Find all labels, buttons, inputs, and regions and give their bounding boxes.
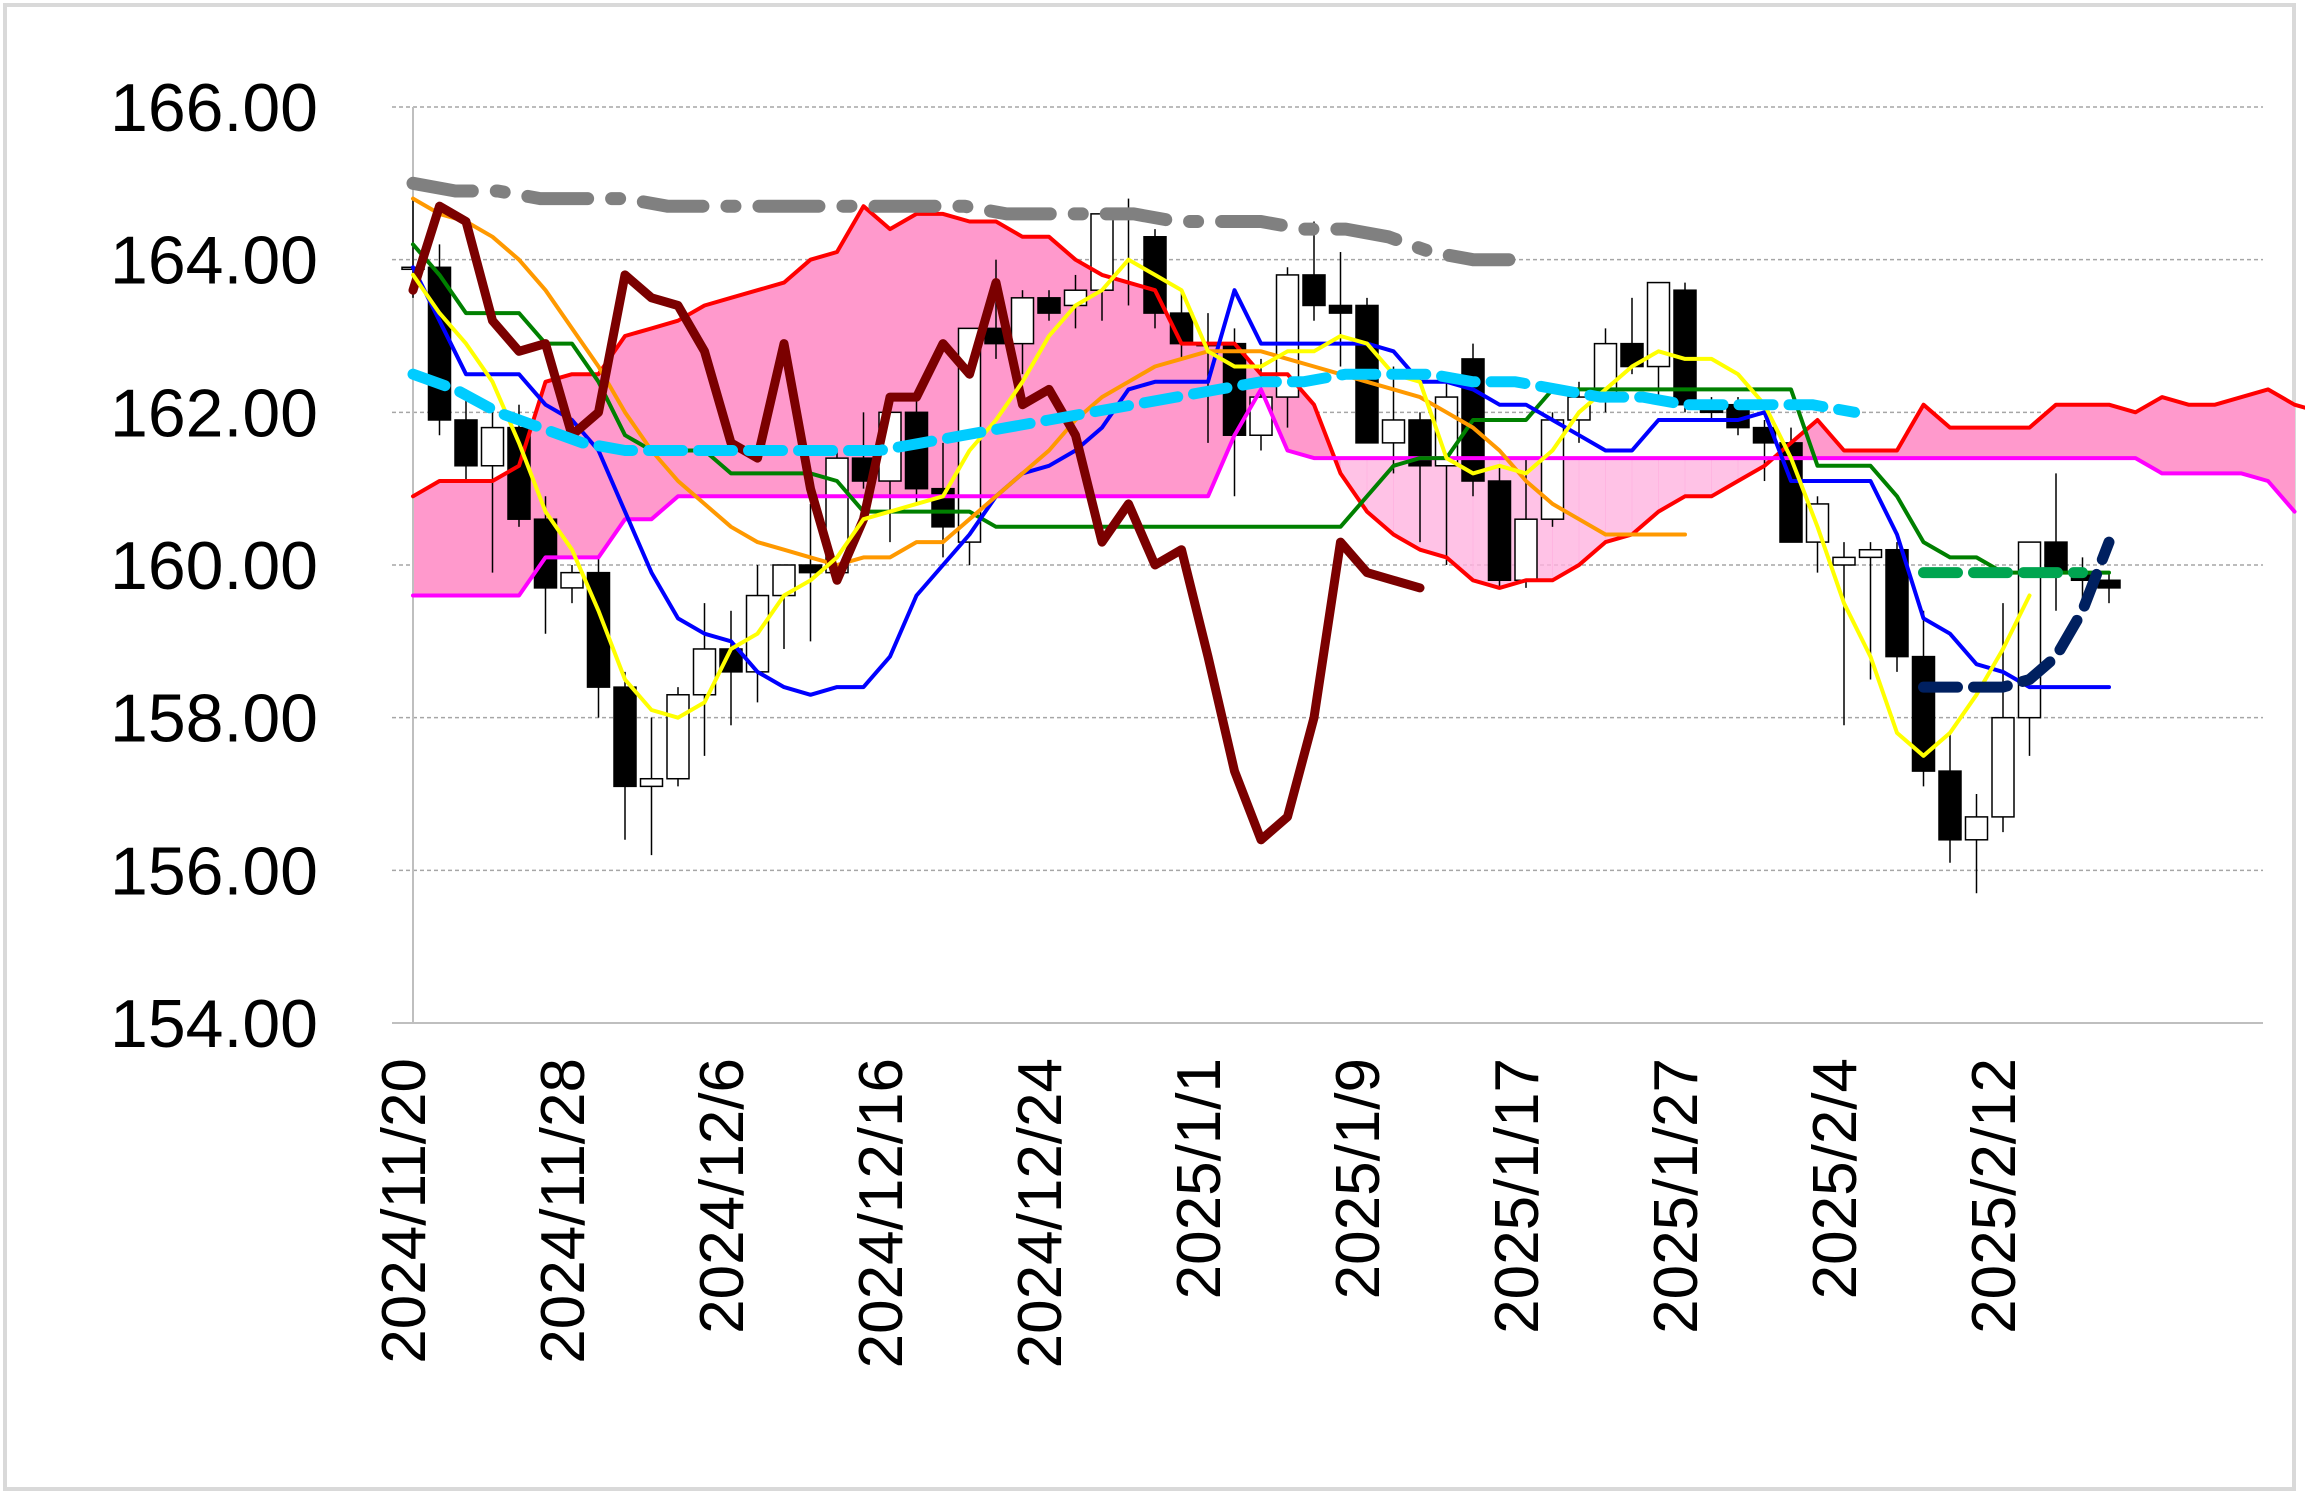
candle-body bbox=[1885, 548, 1909, 658]
y-tick-label: 166.00 bbox=[110, 70, 318, 146]
candle-body bbox=[1567, 396, 1591, 421]
cloud-segment bbox=[2055, 404, 2083, 459]
cloud-segment bbox=[624, 327, 652, 520]
x-tick-label: 2024/11/28 bbox=[529, 1058, 598, 1364]
candle-body bbox=[613, 686, 637, 788]
candle-body bbox=[1328, 304, 1353, 314]
candle-body bbox=[1964, 816, 1989, 841]
candle-body bbox=[454, 419, 478, 467]
candle-body bbox=[1487, 480, 1512, 582]
cloud-segment bbox=[2188, 404, 2216, 474]
cloud-segment bbox=[2002, 427, 2030, 459]
x-tick-label: 2024/11/20 bbox=[370, 1058, 439, 1364]
cloud-segment bbox=[1684, 457, 1712, 497]
cloud-segment bbox=[1022, 236, 1050, 497]
x-tick-label: 2024/12/16 bbox=[847, 1058, 916, 1368]
candle-body bbox=[1991, 716, 2015, 818]
series-line bbox=[408, 201, 1425, 845]
x-tick-label: 2025/1/9 bbox=[1324, 1058, 1393, 1299]
cloud-segment bbox=[465, 480, 493, 597]
candle-body bbox=[1938, 770, 1962, 841]
series-line bbox=[411, 204, 2305, 590]
y-tick-label: 158.00 bbox=[110, 681, 318, 757]
candle-body bbox=[1010, 297, 1035, 345]
cloud-segment bbox=[2082, 404, 2110, 459]
series-line bbox=[411, 196, 1687, 567]
y-tick-label: 164.00 bbox=[110, 223, 318, 299]
cloud-segment bbox=[2214, 396, 2242, 474]
cloud-segment bbox=[2161, 396, 2189, 474]
y-tick-label: 154.00 bbox=[110, 986, 318, 1062]
series-line bbox=[406, 176, 1522, 267]
candle-body bbox=[692, 648, 717, 696]
candle-body bbox=[1514, 518, 1538, 582]
x-tick-label: 2025/1/17 bbox=[1483, 1058, 1552, 1334]
series-line bbox=[411, 265, 2111, 697]
candle-body bbox=[639, 777, 664, 788]
candle-body bbox=[1381, 419, 1406, 444]
candle-body bbox=[1037, 297, 1061, 314]
candle-body bbox=[1646, 281, 1671, 368]
candle-body bbox=[560, 571, 584, 589]
cloud-segment bbox=[1949, 427, 1977, 459]
series-line bbox=[411, 387, 2297, 598]
cloud-segment bbox=[1976, 427, 2004, 459]
x-tick-label: 2024/12/6 bbox=[688, 1058, 757, 1334]
cloud-segment bbox=[439, 480, 467, 597]
candle-body bbox=[480, 426, 505, 467]
candle-body bbox=[427, 266, 452, 421]
x-tick-label: 2025/1/27 bbox=[1642, 1058, 1711, 1334]
cloud-segment bbox=[730, 289, 758, 497]
cloud-segment bbox=[1181, 343, 1209, 497]
candle-body bbox=[1275, 274, 1300, 398]
y-tick-label: 160.00 bbox=[110, 528, 318, 604]
x-tick-label: 2025/1/1 bbox=[1165, 1058, 1234, 1299]
y-tick-label: 156.00 bbox=[110, 833, 318, 909]
x-tick-label: 2025/2/12 bbox=[1960, 1058, 2029, 1334]
candle-body bbox=[1408, 419, 1432, 467]
cloud-segment bbox=[2241, 388, 2269, 482]
candle-body bbox=[2097, 579, 2121, 589]
y-tick-labels: 154.00 156.00 158.00 160.00 162.00 164.00 166.… bbox=[110, 70, 318, 1062]
candle-body bbox=[533, 518, 558, 589]
cloud-segment bbox=[571, 373, 599, 558]
indicator-lines bbox=[406, 176, 2305, 845]
candle-body bbox=[1832, 556, 1856, 566]
series-line bbox=[407, 368, 1861, 456]
ichimoku-cloud bbox=[412, 204, 2295, 598]
x-tick-label: 2025/2/4 bbox=[1801, 1058, 1870, 1299]
y-tick-label: 162.00 bbox=[110, 375, 318, 451]
cloud-segment bbox=[1419, 457, 1447, 559]
candle-body bbox=[666, 694, 690, 780]
cloud-segment bbox=[651, 320, 679, 521]
x-tick-label: 2024/12/24 bbox=[1006, 1058, 1075, 1368]
cloud-segment bbox=[1578, 457, 1606, 567]
series-line bbox=[1918, 536, 2115, 693]
cloud-segment bbox=[412, 480, 440, 597]
candle-body bbox=[1858, 548, 1883, 559]
candle-body bbox=[1302, 274, 1326, 307]
x-tick-labels: 2024/11/20 2024/11/28 2024/12/6 2024/12/16 2… bbox=[370, 1058, 2029, 1368]
cloud-segment bbox=[1605, 457, 1633, 543]
